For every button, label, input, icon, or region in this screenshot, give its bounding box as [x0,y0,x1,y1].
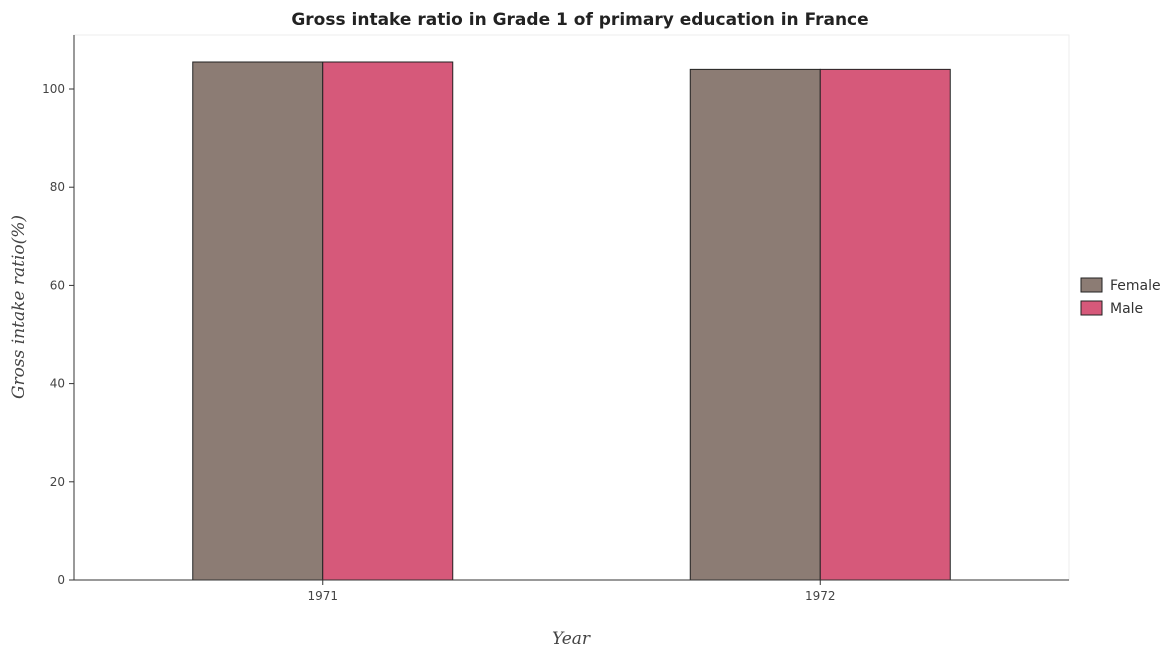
x-tick-label: 1971 [307,589,338,603]
y-tick-label: 20 [50,475,65,489]
legend-swatch-male [1080,300,1103,316]
x-axis-label: Year [552,629,591,649]
bar-female-1971 [192,61,324,581]
bars [192,61,951,581]
y-tick-label: 100 [42,82,65,96]
y-tick-label: 40 [50,377,65,391]
bar-male-1971 [322,61,454,581]
legend: Female Male [1080,277,1161,317]
bar-male-1972 [819,68,951,581]
legend-swatch-female [1080,277,1103,293]
x-tick-label: 1972 [805,589,836,603]
legend-label-male: Male [1110,301,1143,317]
y-tick-label: 60 [50,278,65,292]
chart-title: Gross intake ratio in Grade 1 of primary… [291,10,868,30]
y-tick-label: 0 [57,573,65,587]
y-axis-label: Gross intake ratio(%) [9,215,29,399]
bar-female-1972 [689,68,821,581]
y-tick-label: 80 [50,180,65,194]
y-axis-ticks: 0 20 40 60 80 100 [42,82,74,587]
x-axis-ticks: 1971 1972 [307,580,836,603]
plot-area: 0 20 40 60 80 100 1971 1972 [42,34,1070,603]
legend-label-female: Female [1110,278,1161,294]
